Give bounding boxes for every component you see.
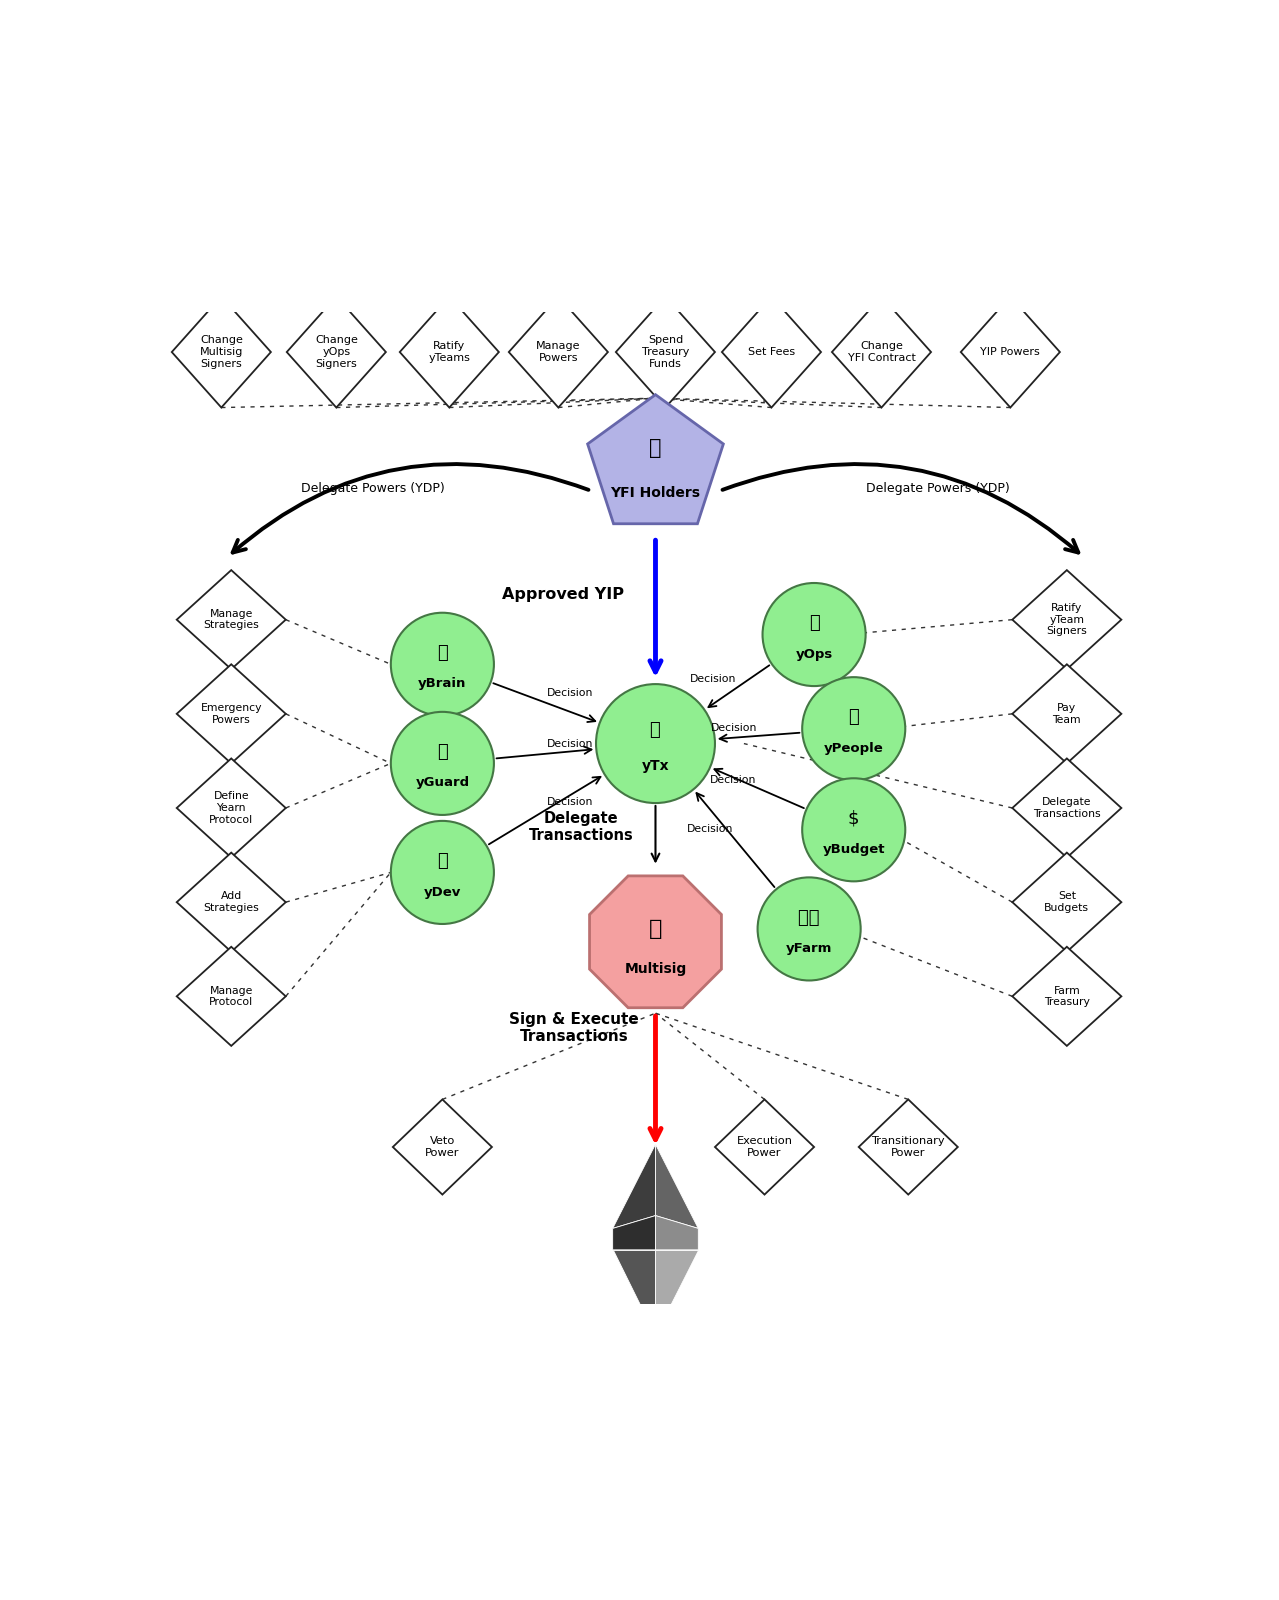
Polygon shape [613, 1144, 656, 1229]
Text: Delegate Powers (YDP): Delegate Powers (YDP) [301, 482, 445, 496]
Polygon shape [656, 1216, 698, 1250]
Polygon shape [616, 296, 715, 408]
Polygon shape [509, 296, 608, 408]
Text: Decision: Decision [711, 723, 757, 733]
Polygon shape [613, 1216, 656, 1250]
Text: Change
YFI Contract: Change YFI Contract [848, 341, 916, 363]
Text: Veto
Power: Veto Power [425, 1136, 459, 1158]
Text: Set
Budgets: Set Budgets [1045, 891, 1090, 914]
Text: 🧙: 🧙 [648, 918, 663, 939]
Text: Decision: Decision [546, 739, 593, 749]
Text: Define
Yearn
Protocol: Define Yearn Protocol [210, 792, 253, 824]
Polygon shape [177, 570, 285, 669]
Text: 🎤: 🎤 [437, 742, 448, 762]
Text: Manage
Strategies: Manage Strategies [203, 610, 260, 630]
Text: 🕯️: 🕯️ [650, 438, 661, 458]
Text: YIP Powers: YIP Powers [981, 347, 1040, 357]
Polygon shape [393, 1099, 492, 1195]
Text: 👥: 👥 [848, 709, 859, 726]
Text: Transitionary
Power: Transitionary Power [871, 1136, 945, 1158]
Polygon shape [587, 395, 724, 523]
Text: Decision: Decision [547, 797, 593, 806]
Polygon shape [177, 758, 285, 858]
Polygon shape [177, 853, 285, 952]
Text: 🧠: 🧠 [437, 643, 448, 662]
Polygon shape [1013, 853, 1122, 952]
Polygon shape [1013, 570, 1122, 669]
Text: Delegate Powers (YDP): Delegate Powers (YDP) [866, 482, 1010, 496]
Text: Manage
Powers: Manage Powers [536, 341, 581, 363]
Circle shape [757, 877, 861, 981]
Text: $: $ [848, 810, 859, 827]
Text: Set Fees: Set Fees [748, 347, 796, 357]
Polygon shape [171, 296, 271, 408]
Text: Spend
Treasury
Funds: Spend Treasury Funds [642, 336, 689, 368]
Polygon shape [858, 1099, 958, 1195]
Polygon shape [590, 875, 721, 1008]
Circle shape [762, 582, 866, 686]
Text: yPeople: yPeople [824, 742, 884, 755]
Polygon shape [400, 296, 499, 408]
Text: 🖥️: 🖥️ [650, 722, 661, 739]
Text: Pay
Team: Pay Team [1053, 702, 1081, 725]
Circle shape [802, 677, 906, 781]
Text: yDev: yDev [423, 885, 460, 899]
Circle shape [391, 821, 494, 923]
Polygon shape [177, 664, 285, 763]
Text: Delegate
Transactions: Delegate Transactions [528, 811, 633, 843]
Polygon shape [715, 1099, 815, 1195]
Text: Change
yOps
Signers: Change yOps Signers [315, 336, 358, 368]
Text: Approved YIP: Approved YIP [503, 587, 624, 602]
Polygon shape [1013, 664, 1122, 763]
Text: yBrain: yBrain [418, 677, 467, 690]
Text: yGuard: yGuard [416, 776, 469, 789]
Text: 👷: 👷 [437, 853, 448, 870]
Text: yTx: yTx [642, 758, 669, 773]
Text: yBudget: yBudget [822, 843, 885, 856]
Polygon shape [1013, 947, 1122, 1046]
Text: Delegate
Transactions: Delegate Transactions [1033, 797, 1101, 819]
Text: Change
Multisig
Signers: Change Multisig Signers [200, 336, 243, 368]
Text: Emergency
Powers: Emergency Powers [201, 702, 262, 725]
Text: Ratify
yTeam
Signers: Ratify yTeam Signers [1046, 603, 1087, 637]
Circle shape [391, 613, 494, 715]
Text: Ratify
yTeams: Ratify yTeams [428, 341, 471, 363]
Text: Add
Strategies: Add Strategies [203, 891, 260, 914]
Text: yOps: yOps [796, 648, 833, 661]
Text: Decision: Decision [691, 674, 737, 683]
Text: yFarm: yFarm [785, 942, 833, 955]
Polygon shape [1013, 758, 1122, 858]
Polygon shape [656, 1144, 698, 1229]
Text: Execution
Power: Execution Power [737, 1136, 793, 1158]
Polygon shape [613, 1250, 656, 1336]
Polygon shape [656, 1250, 698, 1336]
Text: 🧑‍🌾: 🧑‍🌾 [798, 909, 820, 926]
Text: YFI Holders: YFI Holders [610, 486, 701, 501]
Circle shape [802, 778, 906, 882]
Polygon shape [177, 947, 285, 1046]
Text: Manage
Protocol: Manage Protocol [210, 986, 253, 1006]
Text: Decision: Decision [547, 688, 593, 698]
Polygon shape [961, 296, 1060, 408]
Text: Decision: Decision [710, 776, 757, 786]
Text: Sign & Execute
Transactions: Sign & Execute Transactions [509, 1011, 640, 1045]
Text: 🏆: 🏆 [808, 614, 820, 632]
Polygon shape [831, 296, 931, 408]
Text: Farm
Treasury: Farm Treasury [1044, 986, 1090, 1006]
Text: Decision: Decision [687, 824, 733, 834]
Text: Multisig: Multisig [624, 962, 687, 976]
Circle shape [596, 685, 715, 803]
Polygon shape [721, 296, 821, 408]
Circle shape [391, 712, 494, 814]
Polygon shape [286, 296, 386, 408]
